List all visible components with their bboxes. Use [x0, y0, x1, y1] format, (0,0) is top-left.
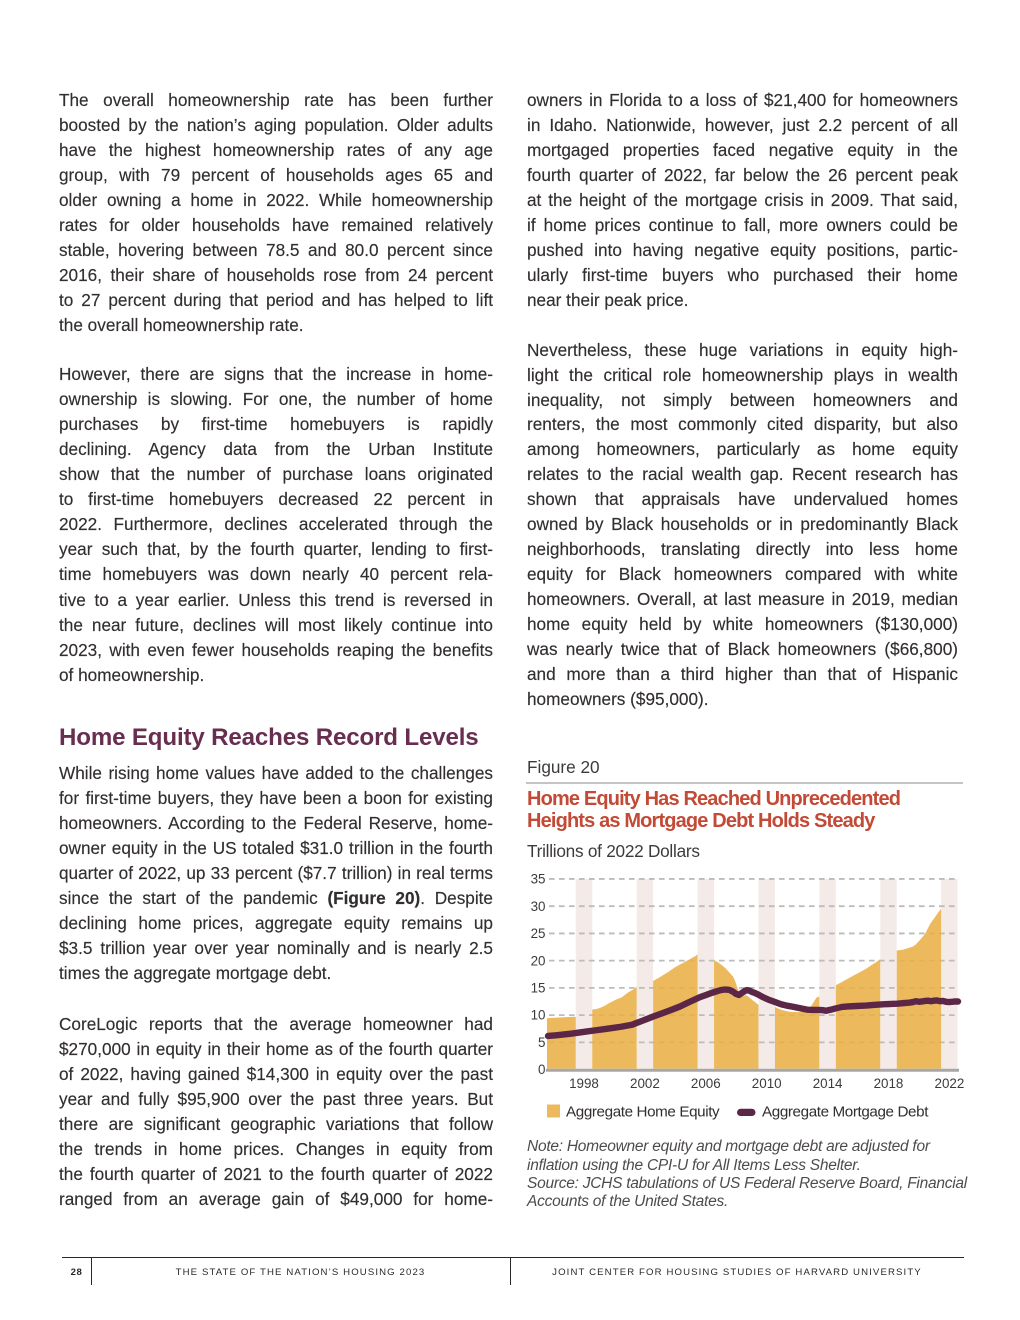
- svg-text:Aggregate Home Equity: Aggregate Home Equity: [566, 1104, 720, 1121]
- svg-text:20: 20: [531, 953, 546, 968]
- svg-text:10: 10: [531, 1008, 546, 1023]
- svg-text:25: 25: [531, 926, 546, 941]
- svg-text:0: 0: [538, 1062, 545, 1077]
- svg-text:2022: 2022: [935, 1076, 965, 1091]
- svg-text:2014: 2014: [813, 1076, 843, 1091]
- svg-text:Aggregate Mortgage Debt: Aggregate Mortgage Debt: [762, 1104, 929, 1121]
- svg-text:2018: 2018: [874, 1076, 904, 1091]
- svg-text:30: 30: [531, 899, 546, 914]
- svg-text:2002: 2002: [630, 1076, 660, 1091]
- svg-text:15: 15: [531, 980, 546, 995]
- svg-text:5: 5: [538, 1035, 545, 1050]
- svg-text:2010: 2010: [752, 1076, 782, 1091]
- svg-text:2006: 2006: [691, 1076, 721, 1091]
- svg-text:1998: 1998: [569, 1076, 599, 1091]
- svg-text:35: 35: [531, 872, 546, 887]
